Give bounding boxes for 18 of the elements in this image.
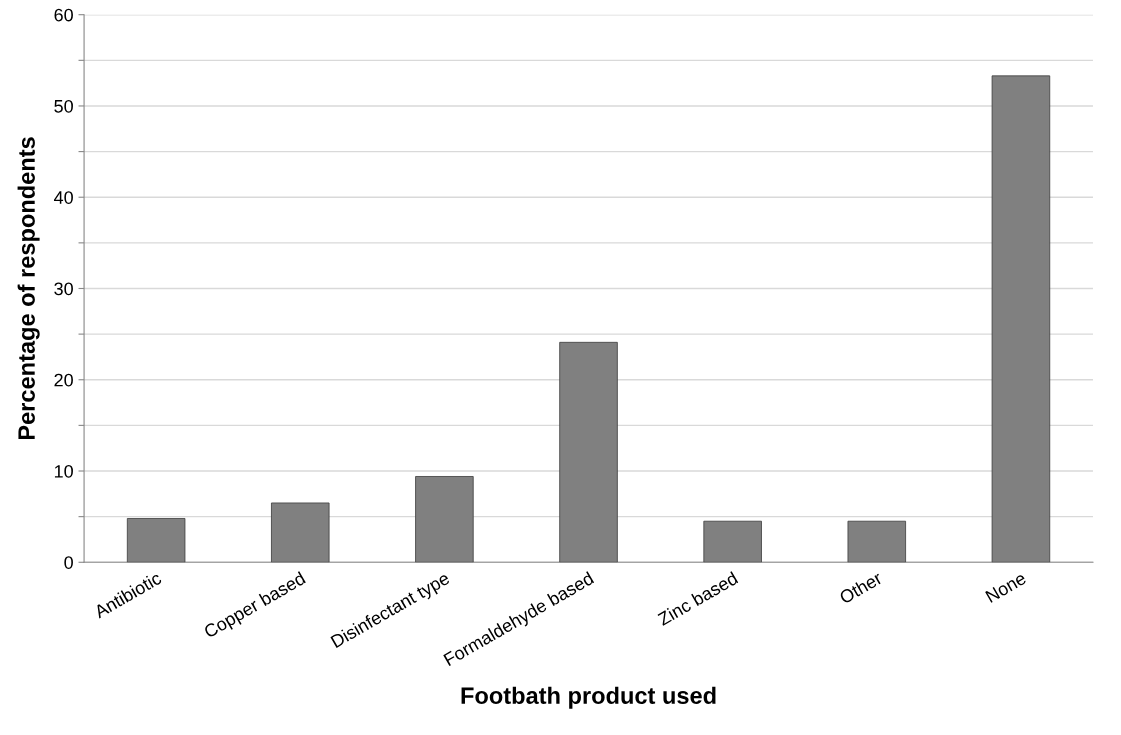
y-tick-label: 20 (54, 373, 73, 387)
bar (271, 502, 330, 563)
y-tick-label: 10 (54, 464, 73, 478)
bar (415, 476, 474, 563)
x-tick-label: None (985, 571, 1027, 603)
y-tick-label: 30 (54, 282, 73, 296)
y-tick-label: 40 (53, 191, 73, 204)
bar (847, 520, 907, 563)
y-tick-label: 60 (54, 8, 73, 22)
y-axis-title: Percentage of respondents (17, 137, 40, 440)
bar (703, 520, 762, 563)
bar (559, 341, 618, 563)
x-axis-title: Footbath product used (461, 686, 716, 709)
bar (991, 75, 1051, 563)
bar (126, 518, 186, 563)
y-tick-label: 0 (64, 556, 73, 569)
x-tick-label: Other (838, 570, 884, 605)
y-tick-label: 50 (54, 99, 73, 113)
